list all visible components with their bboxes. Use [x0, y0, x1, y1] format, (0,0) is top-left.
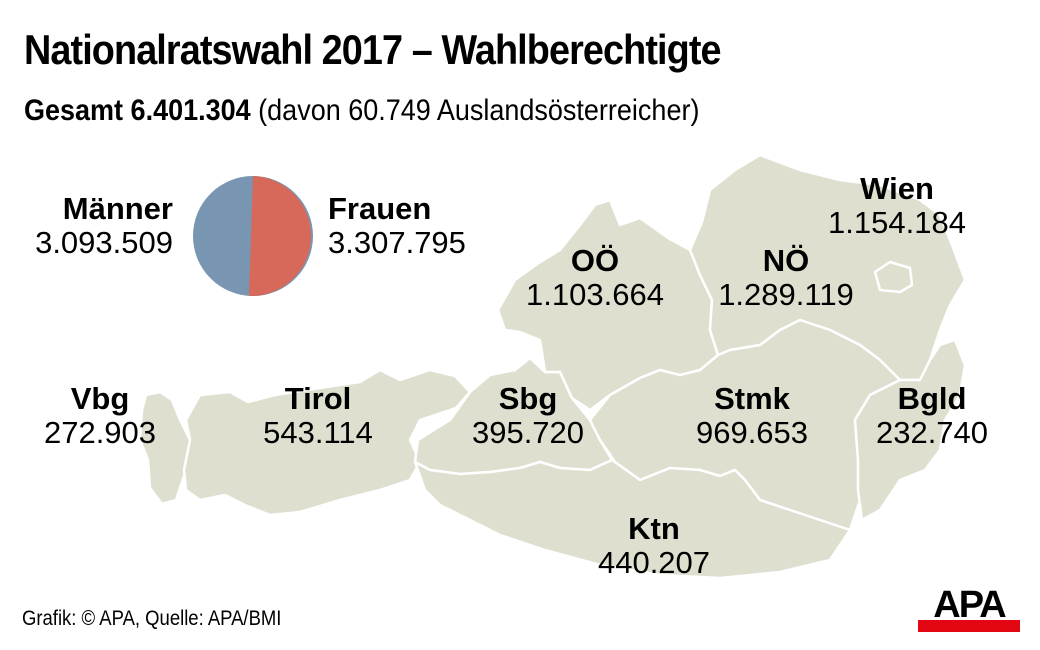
apa-logo-text: APA [933, 584, 1006, 626]
label-ktn: Ktn 440.207 [597, 511, 711, 581]
gender-pie-chart [193, 176, 313, 297]
region-bgld [853, 338, 967, 522]
region-wien [873, 260, 914, 294]
label-vbg: Vbg 272.903 [43, 381, 157, 451]
legend-women: Frauen 3.307.795 [328, 191, 466, 261]
region-tirol [182, 368, 472, 517]
total-count: Gesamt 6.401.304 [24, 94, 251, 127]
pie-slice-women [249, 176, 312, 297]
region-ktn [413, 458, 852, 580]
source-credit: Grafik: © APA, Quelle: APA/BMI [22, 607, 282, 630]
label-ooe: OÖ 1.103.664 [526, 243, 664, 313]
page-title: Nationalratswahl 2017 – Wahlberechtigte [24, 26, 722, 73]
label-tirol: Tirol 543.114 [263, 381, 373, 451]
label-sbg: Sbg 395.720 [471, 381, 585, 451]
label-bgld: Bgld 232.740 [875, 381, 989, 451]
region-vbg [138, 390, 192, 506]
label-wien: Wien 1.154.184 [828, 171, 966, 241]
label-stmk: Stmk 969.653 [695, 381, 809, 451]
legend-men: Männer 3.093.509 [35, 191, 173, 261]
apa-logo: APA [918, 584, 1020, 634]
label-noe: NÖ 1.289.119 [718, 243, 854, 313]
abroad-note: (davon 60.749 Auslandsösterreicher) [250, 94, 700, 127]
apa-logo-bar [918, 620, 1020, 632]
subtitle: Gesamt 6.401.304 (davon 60.749 Auslandsö… [24, 94, 699, 128]
